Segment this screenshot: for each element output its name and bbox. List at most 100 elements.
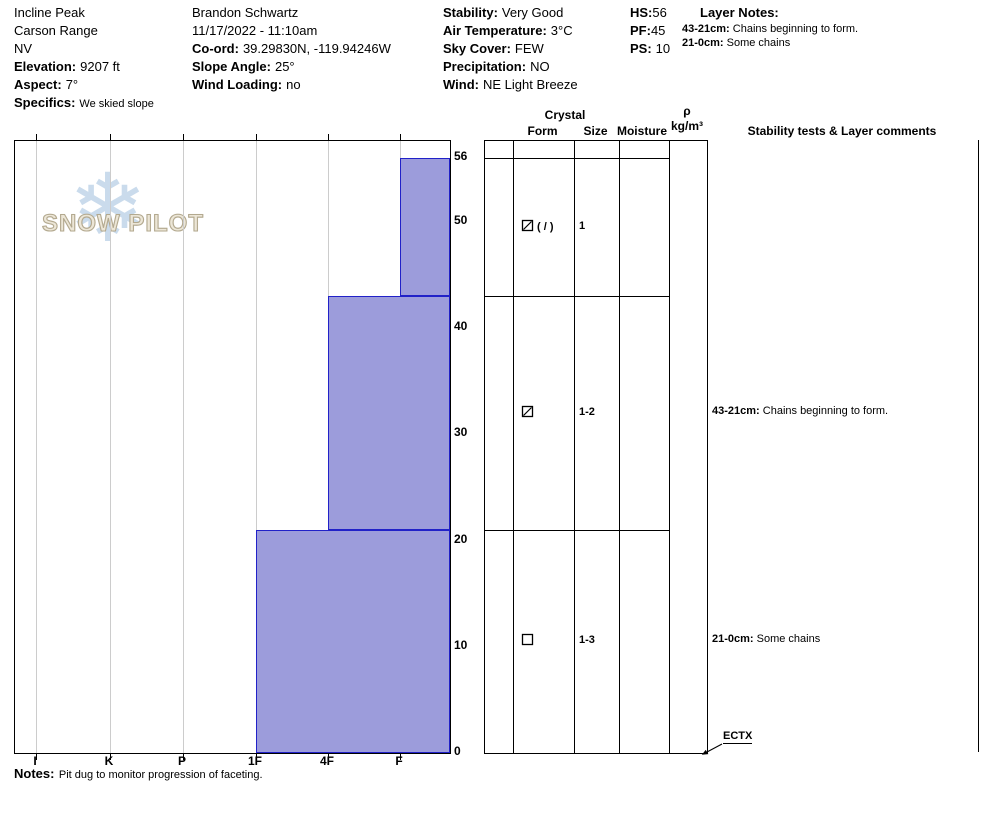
size-column-header: Size — [583, 124, 608, 138]
layer-boundary-56cm — [485, 158, 669, 159]
axis-tick-top — [183, 134, 184, 140]
precipitation-label: Precipitation: — [443, 59, 527, 74]
depth-tick-label-50: 50 — [454, 212, 468, 227]
pf-label: PF: — [630, 23, 651, 38]
layer-bar-43-21cm — [328, 296, 450, 530]
layer-boundary-21cm — [485, 529, 669, 531]
layer-bar-56-43cm — [400, 158, 450, 297]
square-slash-icon — [521, 219, 534, 232]
notes-label: Notes: — [14, 766, 55, 781]
sky-cover-value: FEW — [514, 41, 544, 56]
footer-notes: Notes: Pit dug to monitor progression of… — [14, 765, 263, 783]
notes-text: Pit dug to monitor progression of faceti… — [58, 769, 263, 781]
comment-range: 21-0cm: — [712, 633, 757, 646]
layer-note-text: Some chains — [726, 37, 791, 49]
site-name: Incline Peak — [14, 5, 85, 20]
wind-label: Wind: — [443, 77, 479, 92]
specifics-value: We skied slope — [79, 98, 154, 110]
conditions-info: Stability: Very Good Air Temperature: 3°C … — [443, 4, 578, 94]
ps-label: PS: — [630, 41, 652, 56]
hs-value: 56 — [652, 5, 667, 20]
hardness-tick-label-I: I — [33, 754, 37, 768]
axis-tick-bottom — [400, 754, 401, 760]
air-temp-label: Air Temperature: — [443, 23, 547, 38]
table-divider — [669, 141, 670, 753]
gridline-P — [183, 141, 184, 753]
layer-notes: Layer Notes: 43-21cm: Chains beginning t… — [682, 4, 858, 50]
observation-datetime: 11/17/2022 - 11:10am — [192, 23, 318, 38]
form-cell — [521, 633, 534, 647]
comments-panel: ECTX 43-21cm: Chains beginning to form. 2… — [701, 140, 979, 755]
axis-tick-bottom — [36, 754, 37, 760]
axis-tick-top — [328, 134, 329, 140]
table-divider — [513, 141, 514, 753]
depth-tick-label-10: 10 — [454, 637, 468, 652]
axis-tick-top — [400, 134, 401, 140]
observer-name: Brandon Schwartz — [192, 5, 299, 20]
depth-tick-label-30: 30 — [454, 425, 468, 440]
axis-tick-top — [110, 134, 111, 140]
table-divider — [619, 141, 620, 753]
layer-notes-title: Layer Notes: — [700, 5, 779, 20]
stability-value: Very Good — [501, 5, 564, 20]
layer-comment: 43-21cm: Chains beginning to form. — [712, 405, 888, 417]
crystal-table: ( / ) 1 1-2 1-3 — [484, 140, 708, 754]
axis-tick-bottom — [328, 754, 329, 760]
stability-test-result: ECTX — [723, 730, 753, 744]
pf-value: 45 — [650, 23, 666, 38]
coord-value: 39.29830N, -119.94246W — [242, 41, 391, 56]
comment-range: 43-21cm: — [712, 405, 763, 417]
hardness-tick-label-P: P — [177, 754, 187, 768]
comments-column-header: Stability tests & Layer comments — [747, 124, 937, 138]
elevation-label: Elevation: — [14, 59, 77, 74]
table-divider — [574, 141, 575, 753]
density-column-header: ρ — [683, 104, 691, 118]
layer-note-range: 43-21cm: — [682, 23, 730, 35]
form-suffix: ( / ) — [534, 221, 554, 234]
layer-comment: 21-0cm: Some chains — [712, 633, 820, 645]
hardness-tick-label-1F: 1F — [247, 754, 263, 768]
specifics-label: Specifics: — [14, 95, 76, 110]
coord-label: Co-ord: — [192, 41, 239, 56]
site-info: Incline Peak Carson Range NV Elevation: 9… — [14, 4, 154, 112]
hardness-tick-label-F: F — [395, 754, 403, 768]
depth-tick-label-40: 40 — [454, 319, 468, 333]
crystal-header: Crystal — [544, 108, 586, 122]
layer-note-text: Chains beginning to form. — [732, 23, 859, 35]
slope-angle-label: Slope Angle: — [192, 59, 271, 74]
observer-info: Brandon Schwartz 11/17/2022 - 11:10am Co… — [192, 4, 391, 94]
ectx-arrow-icon — [701, 743, 723, 755]
moisture-column-header: Moisture — [616, 124, 667, 138]
elevation-value: 9207 ft — [80, 59, 120, 74]
aspect-value: 7° — [65, 77, 79, 92]
depth-tick-label-56: 56 — [454, 149, 468, 163]
gridline-1F — [256, 141, 257, 753]
air-temp-value: 3°C — [550, 23, 573, 38]
aspect-label: Aspect: — [14, 77, 62, 92]
site-range: Carson Range — [14, 23, 98, 38]
depth-tick-label-20: 20 — [454, 531, 468, 546]
hardness-plot — [14, 134, 451, 760]
wind-loading-value: no — [286, 77, 301, 92]
grain-size-cell: 1-3 — [579, 634, 595, 647]
comment-text: Chains beginning to form. — [762, 405, 889, 417]
wind-loading-label: Wind Loading: — [192, 77, 283, 92]
slope-angle-value: 25° — [274, 59, 295, 74]
comment-text: Some chains — [756, 633, 821, 646]
grain-size-cell: 1 — [579, 220, 586, 233]
layer-bar-21-0cm — [256, 529, 450, 753]
form-cell — [521, 405, 534, 419]
axis-tick-bottom — [256, 754, 257, 760]
axis-tick-bottom — [183, 754, 184, 760]
axis-tick-bottom — [110, 754, 111, 760]
square-slash-icon — [521, 405, 534, 418]
totals-info: HS:56 PF:45 PS: 10 — [630, 4, 670, 58]
form-cell: ( / ) — [521, 219, 554, 233]
grain-size-cell: 1-2 — [579, 406, 595, 418]
square-icon — [521, 634, 534, 646]
hardness-tick-label-4F: 4F — [319, 754, 335, 768]
sky-cover-label: Sky Cover: — [443, 41, 511, 56]
stability-label: Stability: — [443, 5, 498, 20]
axis-tick-top — [256, 134, 257, 140]
